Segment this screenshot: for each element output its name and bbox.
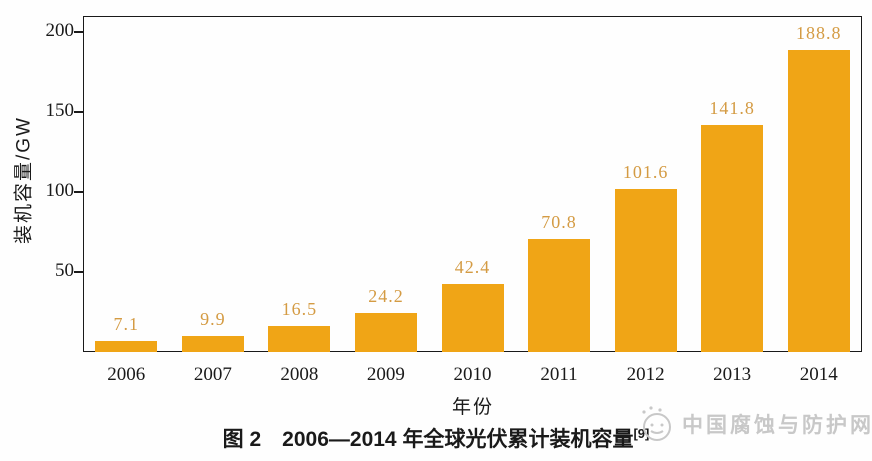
x-tick-label: 2007 [193,364,232,385]
bar-value-label: 141.8 [709,98,755,119]
y-tick-label: 200 [45,20,75,41]
figure-caption-text: 图 2 2006—2014 年全球光伏累计装机容量 [222,428,634,451]
bar-2011 [528,238,591,352]
figure-caption-reference: [9] [633,426,650,441]
bar-2009 [354,313,417,352]
bar-2012 [614,189,677,352]
y-tick-label: 150 [45,100,75,121]
y-tick-label: 100 [45,180,75,201]
x-tick-label: 2010 [453,364,492,385]
x-tick-label: 2011 [540,364,578,385]
y-tick-mark [74,191,83,193]
watermark: 中国腐蚀与防护网 [638,404,872,444]
bar-2013 [701,125,764,352]
x-tick-label: 2008 [280,364,319,385]
figure-caption: 图 2 2006—2014 年全球光伏累计装机容量[9] [223,423,650,453]
bar-value-label: 42.4 [454,257,491,278]
y-tick-label: 50 [55,260,74,281]
bar-value-label: 24.2 [368,286,404,307]
bar-value-label: 70.8 [541,211,577,232]
watermark-text: 中国腐蚀与防护网 [682,414,872,437]
bar-value-label: 188.8 [795,22,842,43]
y-tick-mark [74,271,83,273]
x-tick-label: 2006 [107,364,146,385]
bar-value-label: 16.5 [281,298,318,319]
bar-value-label: 101.6 [622,162,669,183]
bar-2010 [441,284,504,352]
x-tick-label: 2014 [799,364,838,385]
x-axis-title: 年份 [451,397,495,418]
x-tick-label: 2013 [713,364,752,385]
bar-2008 [268,325,331,352]
y-tick-mark [74,31,83,33]
x-tick-label: 2012 [626,364,665,385]
bar-2006 [95,340,158,352]
sketch-globe-icon [642,406,671,441]
bar-value-label: 7.1 [113,313,140,334]
x-tick-label: 2009 [366,364,405,385]
bar-2014 [787,49,850,352]
bar-value-label: 9.9 [200,309,226,330]
bar-2007 [181,336,244,352]
y-tick-mark [74,111,83,113]
